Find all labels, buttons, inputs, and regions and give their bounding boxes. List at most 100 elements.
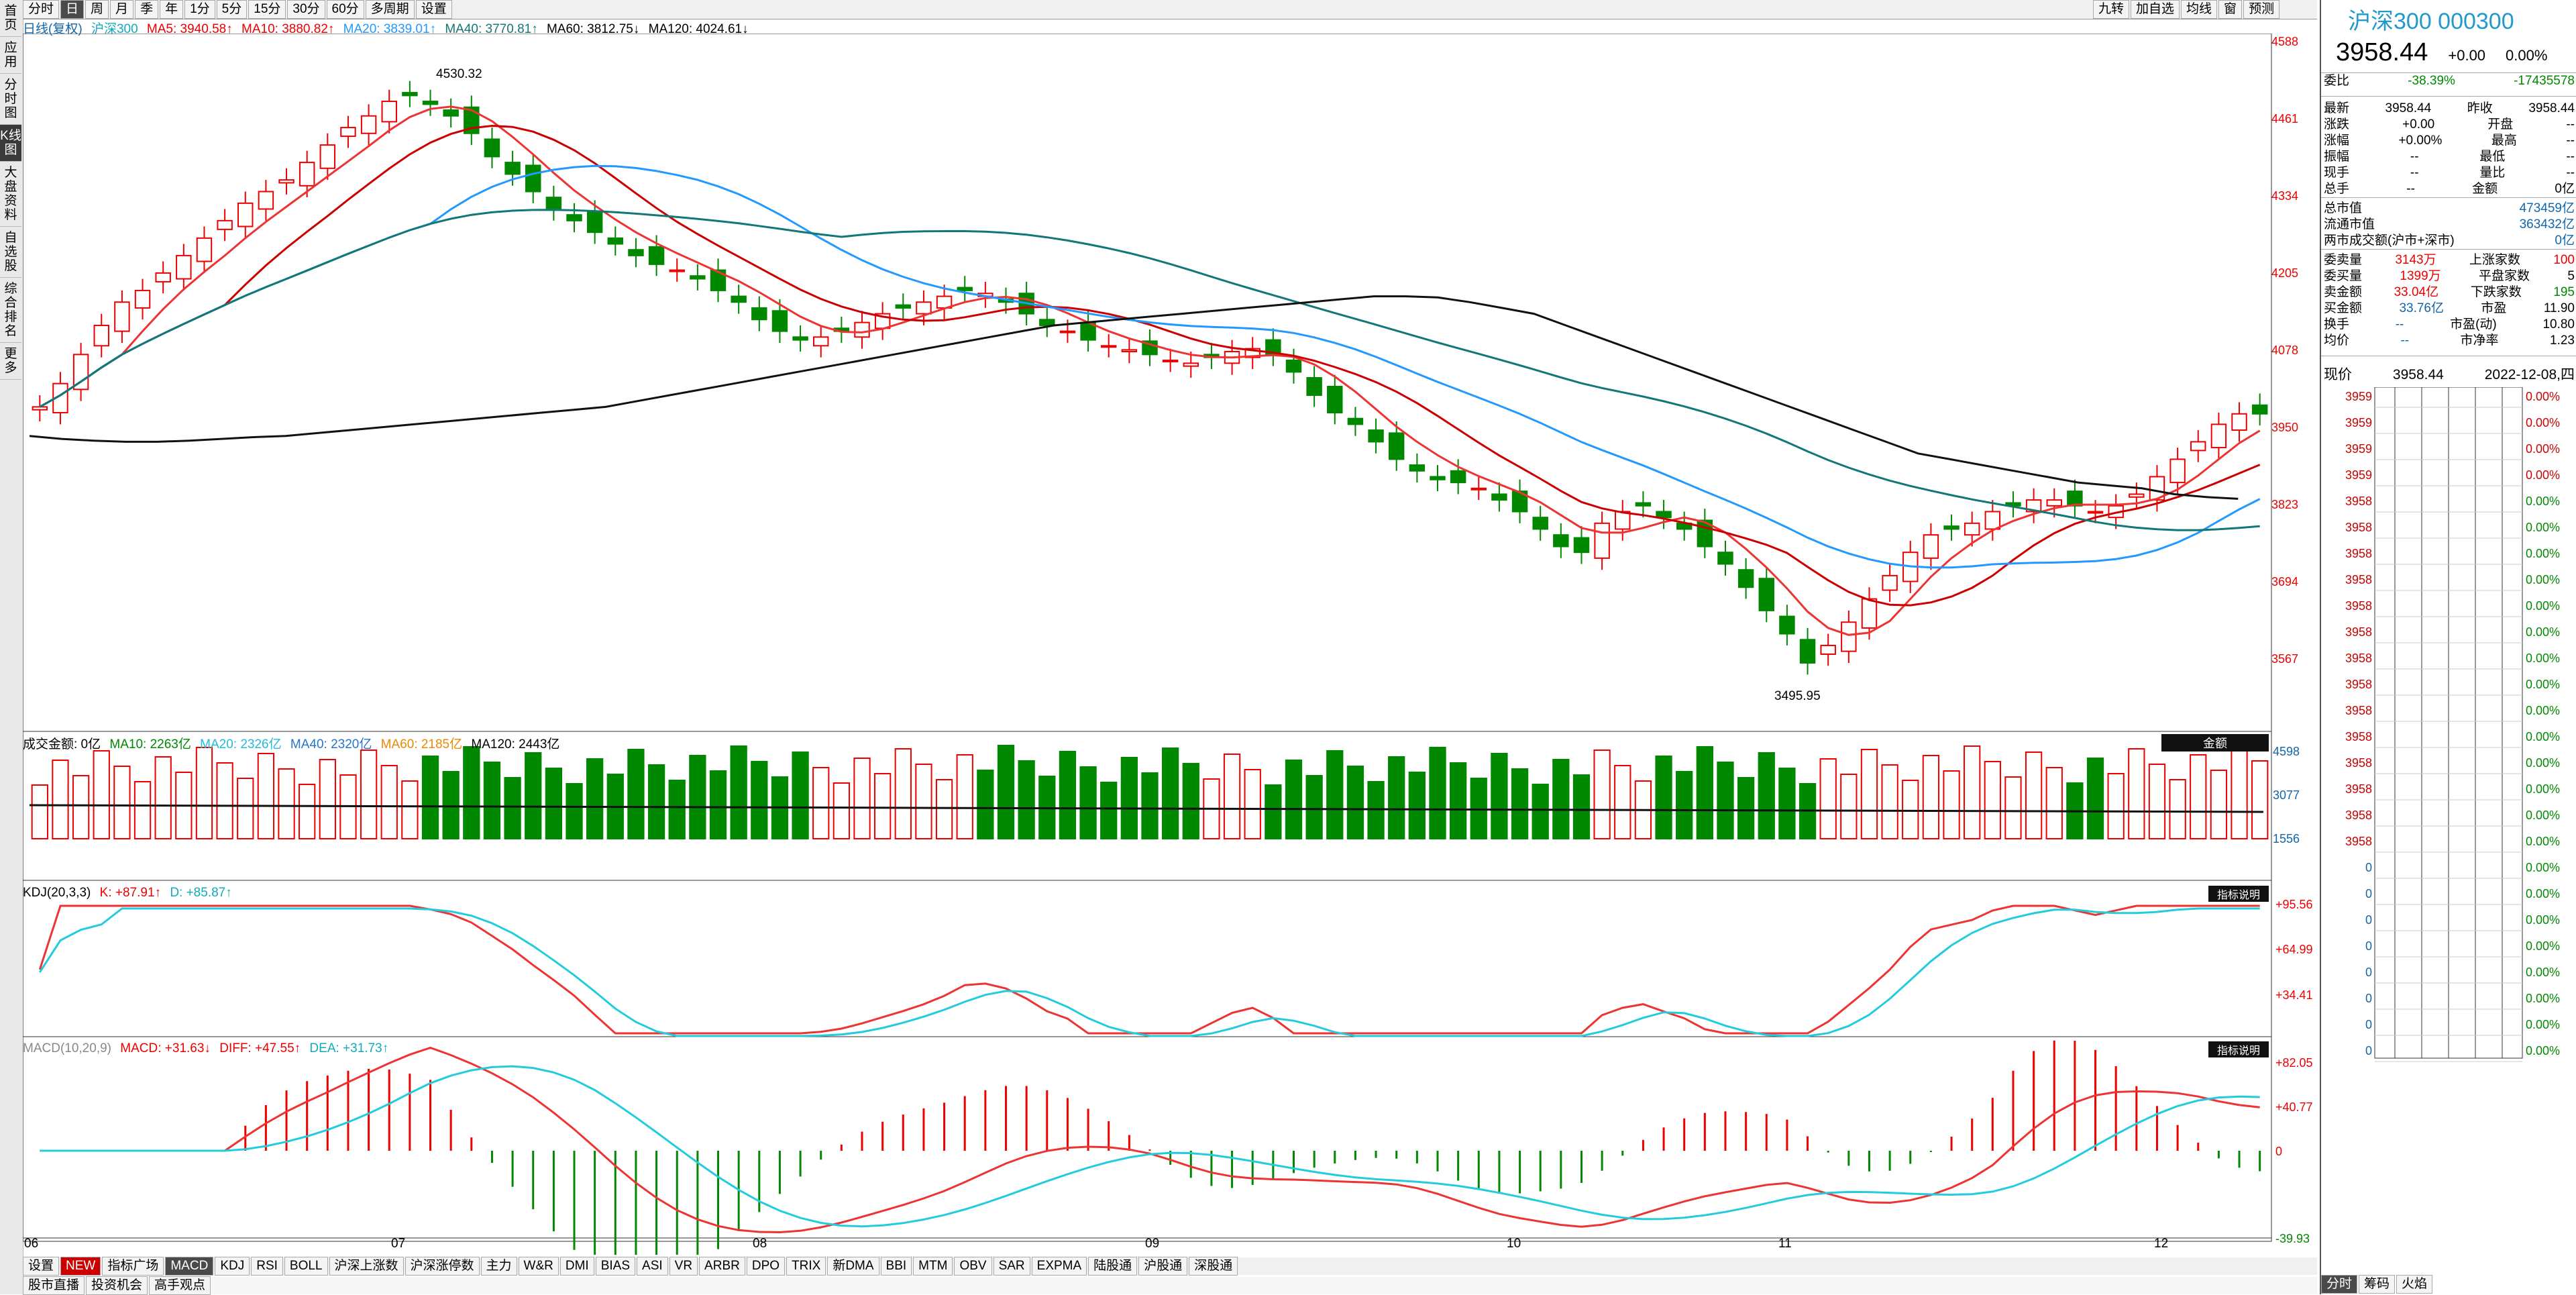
link-experts[interactable]: 高手观点 [149,1276,211,1295]
panel-percent: 0.00% [2506,47,2548,64]
tab-daily[interactable]: 日 [60,0,85,19]
tab-15min[interactable]: 15分 [248,0,286,19]
indicator-tab[interactable]: DMI [559,1257,594,1276]
volume-bar [1881,764,1898,839]
volume-bar [2190,754,2207,839]
candle-body [1841,621,1857,652]
indicator-tab[interactable]: ASI [637,1257,668,1276]
indicator-tab[interactable]: TRIX [786,1257,826,1276]
kdj-help-button[interactable]: 指标说明 [2208,886,2269,902]
nav-item-home[interactable]: 首页 [0,0,21,37]
indicator-tab[interactable]: OBV [954,1257,992,1276]
volume-bar [915,764,932,839]
vol-ma10: MA10: 2263亿 [109,737,191,752]
link-live[interactable]: 股市直播 [23,1276,85,1295]
forecast-button[interactable]: 预测 [2243,0,2280,19]
nav-item-more[interactable]: 更多 [0,343,21,380]
quote-label: 开盘 [2487,117,2514,132]
price-ladder[interactable]: 3959 0.00% 3959 0.00% 3959 0.00% 3959 0.00% 3958… [2321,386,2575,1072]
panel-tab-timeshare[interactable]: 分时 [2321,1275,2358,1294]
nav-item-kline[interactable]: K线图 [0,125,21,162]
indicator-tab[interactable]: 沪深涨停数 [405,1257,480,1276]
indicator-tabs: 设置 NEW 指标广场 MACD KDJ RSI BOLL 沪深上涨数 沪深涨停数 主力 W&R DM… [23,1257,2317,1276]
macd-axis-top: +82.05 [2275,1056,2313,1070]
candle-body [1347,417,1364,425]
candle-body [2251,404,2268,415]
candle-body [1450,470,1466,484]
add-watchlist-button[interactable]: 加自选 [2131,0,2180,19]
macd-axis-2: +40.77 [2275,1100,2313,1114]
nav-item-watchlist[interactable]: 自选股 [0,227,21,278]
indicator-tab[interactable]: SAR [993,1257,1030,1276]
volume-layer [29,745,2269,839]
volume-bar [1840,774,1858,839]
indicator-tab[interactable]: 主力 [480,1257,517,1276]
panel-title: 沪深300 000300 [2348,9,2514,34]
indicator-tab[interactable]: W&R [518,1257,559,1276]
indicator-tab[interactable]: MTM [913,1257,953,1276]
stat-label: 买金额 [2324,301,2363,315]
tab-5min[interactable]: 5分 [216,0,248,19]
candle-body [134,289,151,309]
ladder-price: 3958 [2345,782,2372,796]
indicator-tab[interactable]: 指标广场 [102,1257,164,1276]
nine-turn-button[interactable]: 九转 [2093,0,2130,19]
indicator-tab[interactable]: MACD [165,1257,214,1276]
panel-tab-chips[interactable]: 筹码 [2359,1275,2396,1294]
nav-item-ranking[interactable]: 综合排名 [0,278,21,343]
tab-settings[interactable]: 设置 [415,0,452,19]
tab-1min[interactable]: 1分 [184,0,215,19]
tab-timeshare[interactable]: 分时 [23,0,60,19]
candle-body [710,269,727,291]
indicator-tab[interactable]: 沪深上涨数 [329,1257,404,1276]
candle-body [1573,537,1590,554]
tab-weekly[interactable]: 周 [85,0,109,19]
tab-monthly[interactable]: 月 [110,0,134,19]
macd-label: MACD(10,20,9) [23,1041,111,1055]
volume-bar [874,773,892,839]
nav-item-timeshare[interactable]: 分时图 [0,74,21,125]
indicator-tab[interactable]: 沪股通 [1138,1257,1188,1276]
quote-panel: 沪深300 000300 3958.44 +0.00 0.00% 委比 -38.… [2320,0,2576,1294]
indicator-tab[interactable]: 深股通 [1189,1257,1238,1276]
link-opportunity[interactable]: 投资机会 [86,1276,148,1295]
panel-tab-flame[interactable]: 火焰 [2396,1275,2433,1294]
candle-body [2149,476,2165,501]
nav-item-apps[interactable]: 应用 [0,37,21,74]
candle-body [771,310,788,332]
stat-value: 1399万 [2400,269,2441,283]
ma-button[interactable]: 均线 [2181,0,2218,19]
tab-quarterly[interactable]: 季 [135,0,159,19]
indicator-tab[interactable]: 新DMA [827,1257,879,1276]
nav-item-market-info[interactable]: 大盘资料 [0,162,21,227]
indicator-tab[interactable]: EXPMA [1031,1257,1087,1276]
tab-yearly[interactable]: 年 [160,0,184,19]
indicator-tab[interactable]: 设置 [23,1257,60,1276]
tab-30min[interactable]: 30分 [287,0,325,19]
indicator-tab[interactable]: ARBR [699,1257,745,1276]
candle-body [1532,517,1548,530]
volume-bar [894,748,912,839]
indicator-tab[interactable]: DPO [746,1257,786,1276]
indicator-tab[interactable]: NEW [60,1257,101,1276]
indicator-tab[interactable]: BBI [880,1257,912,1276]
volume-bar [1429,747,1446,839]
ladder-pct: 0.00% [2526,390,2560,403]
indicator-tab[interactable]: KDJ [215,1257,250,1276]
chart-mode-label[interactable]: 日线(复权) [23,22,83,36]
indicator-tab[interactable]: RSI [251,1257,283,1276]
stat-label: 换手 [2324,317,2350,331]
tab-60min[interactable]: 60分 [326,0,364,19]
ladder-pct: 0.00% [2526,913,2560,927]
volume-type-select[interactable]: 金额 [2161,734,2269,752]
indicator-tab[interactable]: BIAS [595,1257,636,1276]
kline-chart[interactable] [23,34,2317,1255]
indicator-tab[interactable]: 陆股通 [1088,1257,1138,1276]
indicator-tab[interactable]: BOLL [284,1257,328,1276]
window-button[interactable]: 窗 [2218,0,2243,19]
stat-label: 均价 [2324,333,2350,348]
tab-multi-period[interactable]: 多周期 [365,0,415,19]
indicator-tab[interactable]: VR [669,1257,698,1276]
candle-body [155,272,171,282]
macd-help-button[interactable]: 指标说明 [2208,1041,2269,1057]
